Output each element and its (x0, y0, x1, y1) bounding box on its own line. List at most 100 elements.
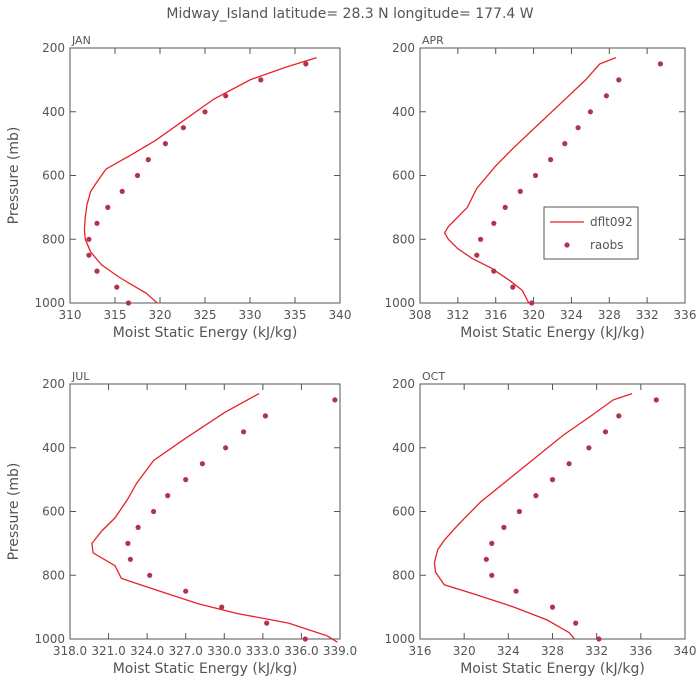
y-tick-label: 1000 (34, 632, 65, 646)
data-point-raobs (478, 236, 484, 242)
data-point-raobs (491, 268, 497, 274)
data-point-raobs (119, 188, 125, 194)
x-tick-label: 320 (149, 308, 172, 322)
x-tick-label: 333.0 (246, 644, 280, 658)
data-point-raobs (616, 77, 622, 83)
x-tick-label: 340 (674, 644, 697, 658)
x-tick-label: 321.0 (91, 644, 125, 658)
data-point-raobs (491, 220, 497, 226)
panel-apr: APR 308 312 316 320 324 328 332 336 200 400 600 800 1… (384, 34, 696, 341)
data-point-raobs (241, 429, 247, 435)
plot-frame (69, 47, 341, 304)
data-point-raobs (180, 125, 186, 131)
data-point-raobs (529, 300, 535, 306)
x-tick-label: 310 (59, 308, 82, 322)
x-axis-label: Moist Static Energy (kJ/kg) (113, 325, 298, 341)
data-point-raobs (489, 572, 495, 578)
data-point-raobs (125, 300, 132, 306)
y-tick-label: 200 (42, 377, 65, 391)
x-tick-label: 325 (194, 308, 217, 322)
data-point-raobs (502, 204, 508, 210)
x-tick-label: 336.0 (284, 644, 318, 658)
data-point-raobs (162, 141, 168, 147)
legend-label: raobs (590, 238, 624, 252)
data-point-raobs (127, 556, 133, 562)
x-tick-label: 315 (104, 308, 127, 322)
x-tick-label: 332 (636, 308, 659, 322)
data-point-raobs (603, 93, 610, 99)
x-tick-label: 336 (674, 308, 697, 322)
data-point-raobs (86, 236, 92, 242)
y-tick-label: 800 (42, 232, 65, 246)
y-tick-label: 600 (42, 169, 65, 183)
x-tick-label: 330.0 (207, 644, 241, 658)
plot-frame (69, 383, 341, 640)
x-axis-label: Moist Static Energy (kJ/kg) (460, 325, 645, 341)
data-point-raobs (616, 413, 622, 419)
data-point-raobs (596, 636, 602, 642)
data-point-raobs (135, 524, 141, 531)
series-line-dflt092 (91, 393, 338, 643)
x-tick-label: 327.0 (169, 644, 203, 658)
x-tick-label: 320 (453, 644, 476, 658)
data-point-raobs (223, 93, 229, 99)
panel-jan: JAN 310 315 320 325 330 335 340 200 400 600 800 1000… (6, 34, 351, 341)
y-tick-label: 1000 (34, 296, 65, 310)
x-tick-label: 340 (329, 308, 352, 322)
y-tick-label: 200 (42, 41, 65, 55)
x-tick-label: 328 (598, 308, 621, 322)
legend-label: dflt092 (590, 215, 633, 229)
data-point-raobs (302, 636, 308, 642)
y-tick-label: 400 (392, 441, 415, 455)
data-point-raobs (332, 397, 338, 403)
y-tick-label: 400 (42, 105, 65, 119)
data-point-raobs (587, 109, 594, 115)
data-point-raobs (125, 540, 131, 547)
legend-marker-swatch (564, 242, 570, 248)
data-point-raobs (549, 604, 556, 610)
y-axis-label: Pressure (mb) (6, 463, 22, 561)
data-point-raobs (474, 252, 480, 258)
data-point-raobs (264, 620, 270, 626)
data-point-raobs (533, 493, 539, 499)
data-point-raobs (549, 477, 556, 483)
legend-box (543, 206, 639, 260)
y-tick-label: 200 (392, 377, 415, 391)
data-point-raobs (86, 252, 92, 258)
legend: dflt092 raobs (543, 206, 639, 260)
data-point-raobs (151, 508, 157, 515)
x-tick-label: 324 (497, 644, 520, 658)
data-point-raobs (219, 604, 225, 610)
y-tick-label: 600 (392, 169, 415, 183)
data-point-raobs (134, 172, 141, 179)
y-tick-label: 600 (42, 505, 65, 519)
x-tick-label: 324 (560, 308, 583, 322)
data-point-raobs (489, 540, 495, 547)
data-point-raobs (510, 284, 516, 290)
data-point-raobs (548, 157, 554, 163)
data-point-raobs (575, 125, 581, 131)
y-tick-label: 1000 (384, 296, 415, 310)
x-tick-label: 316 (409, 644, 432, 658)
data-point-raobs (223, 445, 229, 451)
data-point-raobs (516, 508, 523, 515)
data-point-raobs (165, 493, 171, 499)
y-tick-label: 800 (392, 232, 415, 246)
data-point-raobs (105, 204, 111, 210)
panel-oct: OCT 316 320 324 328 332 336 340 200 400 600 800 1000… (384, 370, 696, 677)
x-tick-label: 308 (409, 308, 432, 322)
x-tick-label: 335 (284, 308, 307, 322)
y-tick-label: 600 (392, 505, 415, 519)
data-point-raobs (145, 157, 151, 163)
y-tick-label: 400 (42, 441, 65, 455)
x-tick-label: 328 (541, 644, 564, 658)
x-axis-label: Moist Static Energy (kJ/kg) (113, 661, 298, 677)
x-axis-label: Moist Static Energy (kJ/kg) (460, 661, 645, 677)
data-point-raobs (513, 588, 519, 594)
data-point-raobs (653, 397, 659, 403)
y-tick-label: 1000 (384, 632, 415, 646)
y-tick-label: 800 (392, 568, 415, 582)
y-tick-label: 200 (392, 41, 415, 55)
panel-label: OCT (422, 370, 445, 383)
panel-label: APR (422, 34, 444, 47)
